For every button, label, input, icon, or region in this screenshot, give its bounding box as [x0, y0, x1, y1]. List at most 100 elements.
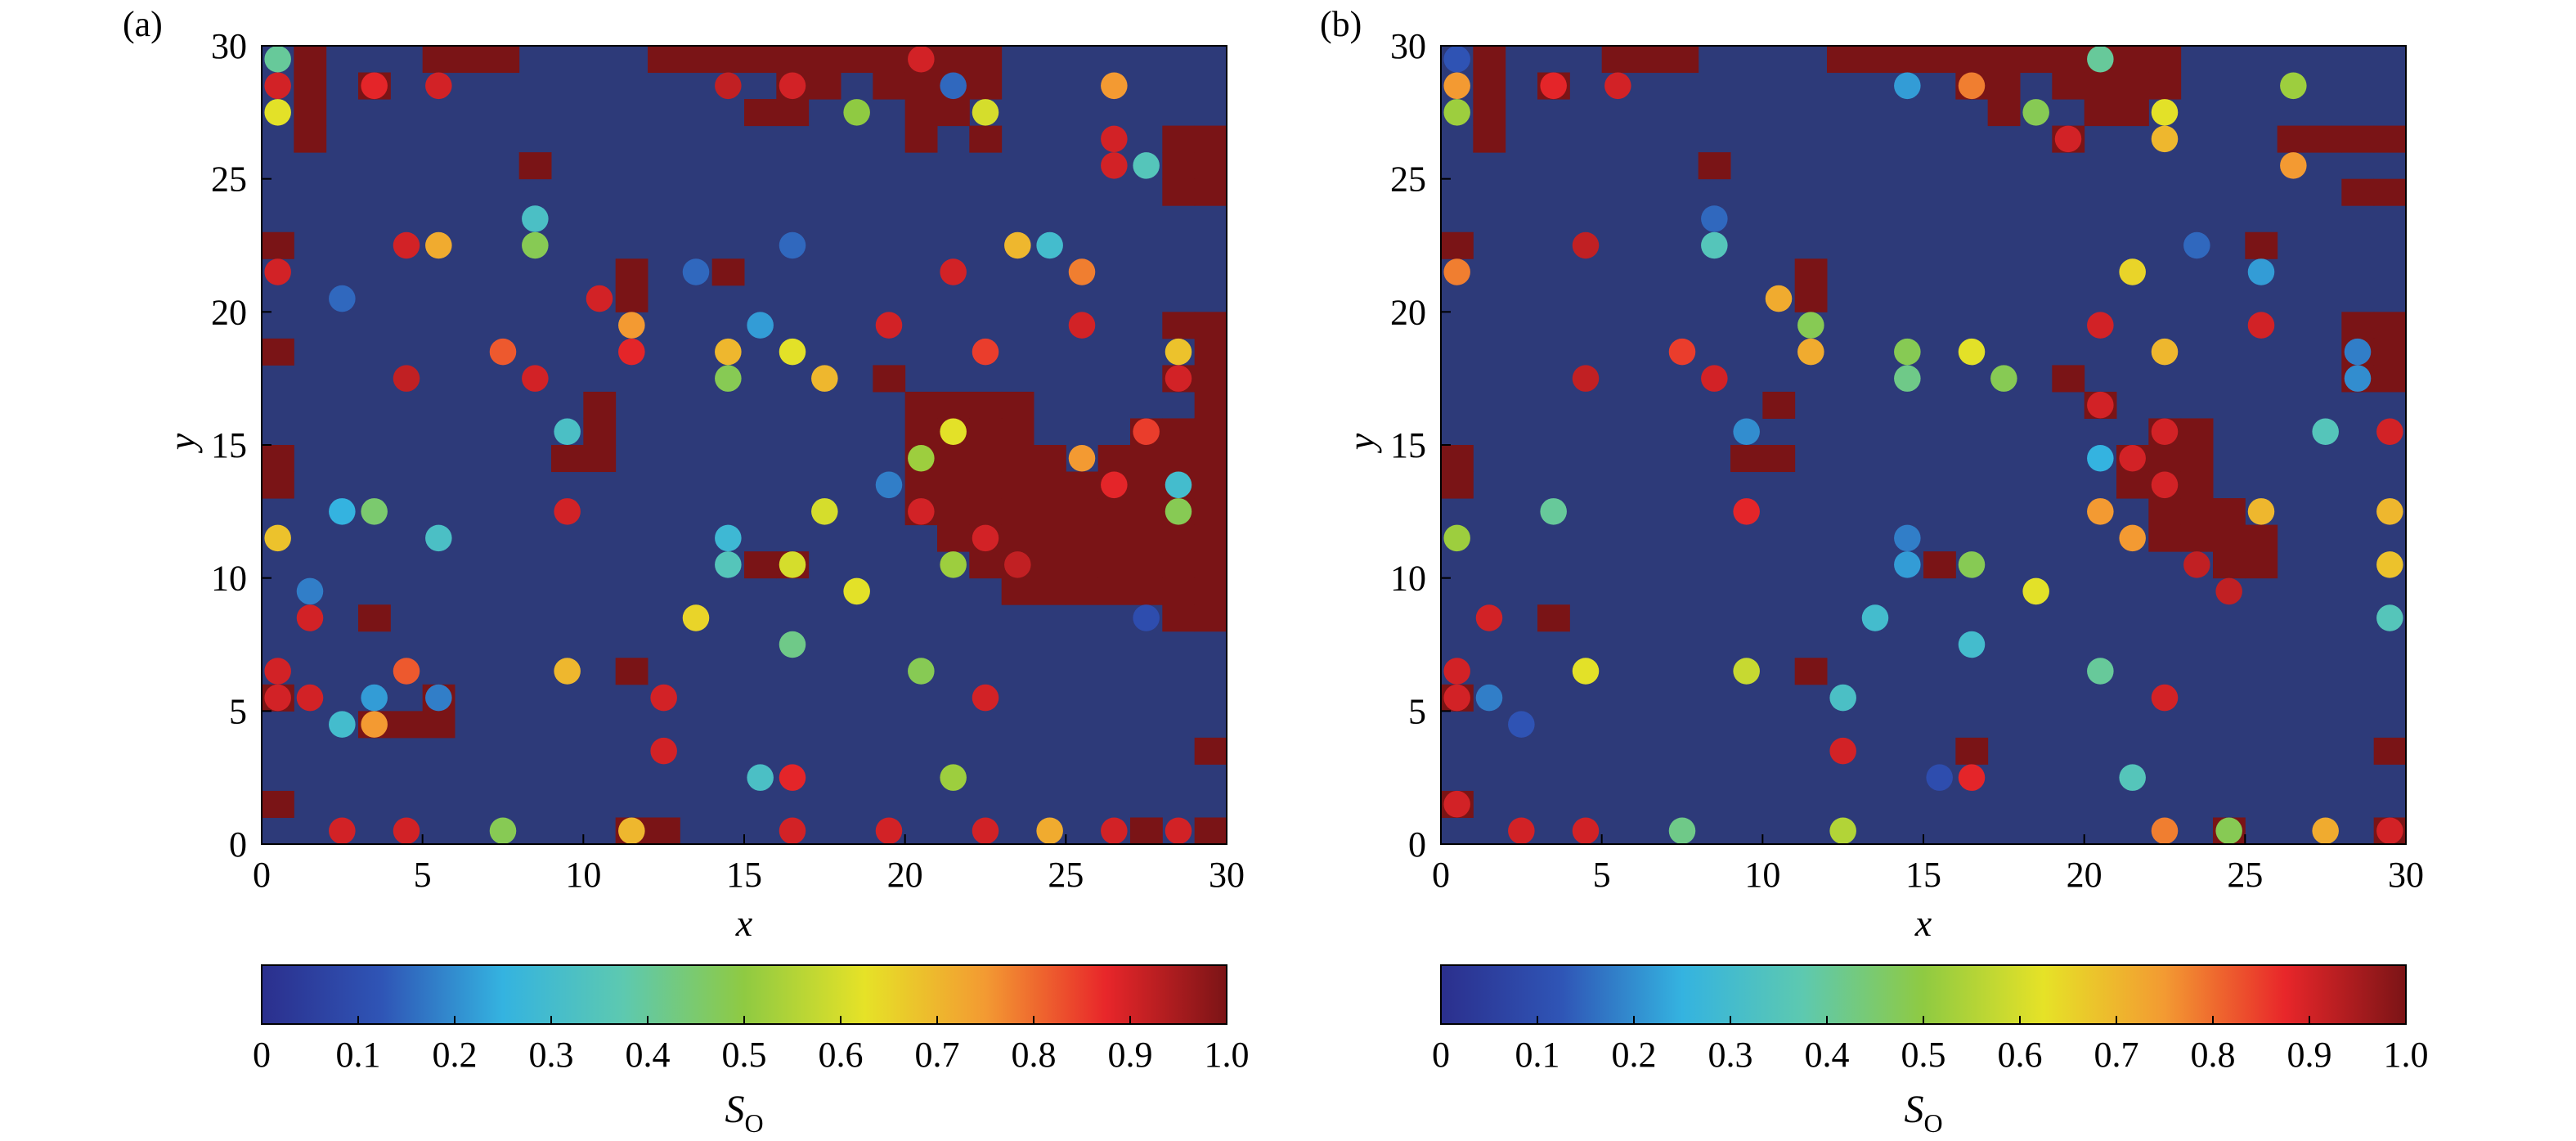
saturation-point	[2087, 391, 2114, 419]
saturation-point	[747, 312, 774, 339]
blocked-cell	[2373, 338, 2407, 366]
saturation-point	[1894, 72, 1921, 100]
saturation-point	[296, 577, 324, 605]
blocked-cell	[1441, 231, 1474, 259]
saturation-point	[425, 684, 452, 712]
y-tick-label: 20	[1390, 292, 1426, 332]
blocked-cell	[1473, 125, 1506, 153]
blocked-cell	[2148, 445, 2182, 473]
colorbar-label-sub-a: O	[744, 1108, 763, 1138]
saturation-point	[361, 72, 388, 100]
saturation-point	[264, 524, 291, 552]
saturation-point	[264, 99, 291, 126]
saturation-point	[522, 365, 549, 392]
blocked-cell	[969, 418, 1003, 446]
blocked-cell	[904, 391, 938, 419]
x-axis-label-b: x	[1914, 902, 1932, 944]
saturation-point	[2087, 445, 2114, 472]
colorbar-tick-label: 0	[1432, 1035, 1450, 1075]
blocked-cell	[744, 46, 777, 74]
blocked-cell	[422, 711, 456, 739]
saturation-point	[2376, 604, 2403, 631]
saturation-point	[2151, 817, 2179, 844]
saturation-point	[393, 658, 420, 685]
saturation-point	[1958, 631, 1986, 658]
saturation-point	[2151, 418, 2179, 445]
saturation-point	[1068, 445, 1096, 472]
saturation-point	[1443, 99, 1470, 126]
saturation-point	[1036, 817, 1063, 844]
blocked-cell	[969, 46, 1003, 74]
saturation-point	[811, 498, 838, 525]
blocked-cell	[615, 285, 648, 312]
saturation-point	[972, 524, 999, 552]
saturation-point	[296, 604, 324, 631]
saturation-point	[715, 365, 742, 392]
saturation-point	[1829, 684, 1856, 712]
saturation-point	[650, 737, 677, 765]
blocked-cell	[1097, 524, 1131, 552]
x-tick-label: 10	[1744, 855, 1780, 895]
saturation-point	[875, 312, 903, 339]
saturation-point	[779, 817, 806, 844]
blocked-cell	[1001, 445, 1034, 473]
blocked-cell	[1066, 551, 1099, 579]
saturation-point	[1475, 604, 1503, 631]
blocked-cell	[1891, 46, 1924, 74]
colorbar-label-a: SO	[725, 1088, 763, 1138]
saturation-point	[2312, 418, 2339, 445]
saturation-point	[1797, 338, 1824, 366]
blocked-cell	[1194, 365, 1227, 393]
blocked-cell	[937, 99, 970, 127]
saturation-point	[554, 658, 581, 685]
colorbar-tick-label: 0.5	[722, 1035, 767, 1075]
saturation-point	[1101, 817, 1128, 844]
saturation-point	[2280, 152, 2307, 179]
blocked-cell	[1130, 817, 1163, 845]
colorbar-tick-label: 1.0	[2384, 1035, 2429, 1075]
blocked-cell	[969, 498, 1003, 526]
saturation-point	[650, 684, 677, 712]
blocked-cell	[390, 711, 424, 739]
blocked-cell	[294, 125, 327, 153]
blocked-cell	[1162, 551, 1196, 579]
blocked-cell	[1162, 152, 1196, 180]
x-tick-label: 20	[2067, 855, 2103, 895]
blocked-cell	[1762, 391, 1796, 419]
blocked-cell	[2373, 737, 2407, 765]
saturation-point	[329, 711, 356, 738]
y-tick-label: 5	[1408, 691, 1426, 731]
saturation-point	[1926, 764, 1953, 791]
y-tick-label: 30	[211, 26, 247, 66]
colorbar-tick-label: 0.2	[1612, 1035, 1657, 1075]
blocked-cell	[2020, 46, 2053, 74]
saturation-point	[1861, 604, 1889, 631]
saturation-point	[972, 817, 999, 844]
colorbar-tick-label: 0.5	[1901, 1035, 1946, 1075]
blocked-cell	[2341, 178, 2375, 206]
blocked-cell	[776, 46, 810, 74]
saturation-point	[393, 365, 420, 392]
blocked-cell	[2052, 365, 2085, 393]
saturation-point	[1540, 498, 1567, 525]
blocked-cell	[937, 46, 970, 74]
blocked-cell	[2148, 72, 2182, 100]
blocked-cell	[2213, 524, 2246, 552]
x-tick-label: 5	[1593, 855, 1611, 895]
blocked-cell	[1923, 551, 1956, 579]
colorbar-tick-label: 0.9	[2287, 1035, 2332, 1075]
blocked-cell	[294, 46, 327, 74]
saturation-point	[2151, 684, 2179, 712]
y-tick-label: 15	[211, 425, 247, 465]
saturation-point	[361, 711, 388, 738]
colorbar-tick-label: 0.4	[1805, 1035, 1850, 1075]
saturation-point	[1668, 817, 1696, 844]
blocked-cell	[1162, 577, 1196, 605]
blocked-cell	[2148, 524, 2182, 552]
saturation-point	[1572, 365, 1600, 392]
saturation-point	[2087, 658, 2114, 685]
saturation-point	[329, 285, 356, 312]
colorbar-label-main-a: S	[725, 1088, 744, 1131]
saturation-point	[1004, 231, 1031, 259]
